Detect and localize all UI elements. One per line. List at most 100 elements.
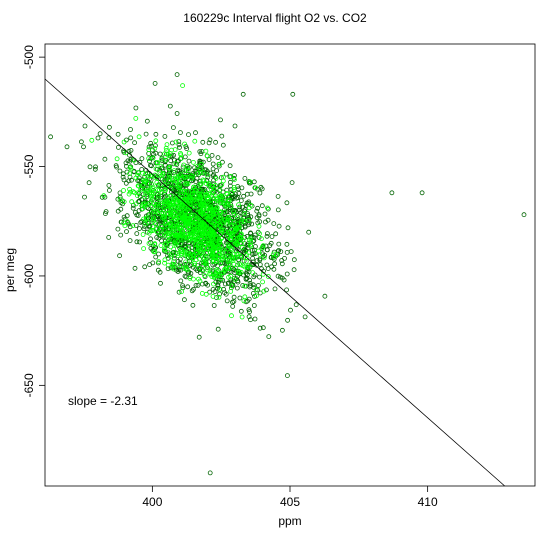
- data-point: [182, 154, 188, 160]
- data-point: [149, 204, 155, 210]
- data-point: [153, 131, 159, 137]
- data-point: [243, 276, 249, 282]
- data-point: [159, 226, 164, 232]
- data-point: [196, 265, 202, 271]
- data-point: [132, 210, 138, 215]
- data-point: [123, 180, 129, 186]
- data-point: [243, 271, 249, 276]
- data-point: [236, 235, 242, 241]
- data-point: [218, 243, 224, 248]
- data-point: [228, 173, 234, 179]
- data-point: [182, 215, 188, 221]
- data-point: [186, 250, 192, 256]
- data-point: [236, 224, 242, 230]
- data-point: [282, 255, 287, 261]
- data-point: [154, 234, 160, 240]
- data-point: [240, 91, 246, 97]
- data-point: [171, 168, 177, 174]
- data-point: [153, 203, 159, 209]
- data-point: [204, 209, 210, 215]
- data-point: [195, 282, 201, 288]
- data-point: [227, 206, 233, 212]
- data-point: [218, 175, 224, 181]
- data-point: [150, 209, 156, 215]
- data-point: [246, 205, 252, 211]
- data-point: [222, 255, 228, 261]
- data-point: [204, 246, 210, 252]
- data-point: [168, 244, 174, 250]
- data-point: [243, 202, 249, 208]
- data-point: [222, 281, 228, 287]
- data-point: [221, 197, 227, 203]
- data-point: [223, 203, 229, 209]
- data-point: [218, 276, 224, 282]
- data-point: [271, 266, 277, 272]
- data-point: [118, 232, 124, 238]
- data-point: [139, 156, 145, 162]
- data-point: [158, 224, 164, 229]
- data-point: [210, 293, 216, 299]
- data-point: [219, 133, 225, 139]
- data-point: [232, 123, 238, 129]
- data-point: [259, 203, 265, 209]
- data-point: [165, 182, 171, 188]
- data-point: [241, 193, 247, 199]
- data-point: [234, 285, 240, 291]
- data-point: [241, 272, 247, 278]
- data-point: [243, 258, 249, 264]
- x-tick-label: 410: [418, 495, 438, 509]
- data-point: [162, 227, 167, 233]
- data-point: [195, 215, 201, 221]
- data-point: [256, 223, 262, 229]
- data-point: [127, 238, 133, 244]
- data-point: [192, 242, 198, 248]
- data-point: [148, 181, 154, 187]
- data-point: [196, 245, 201, 251]
- data-point: [177, 263, 183, 269]
- data-point: [130, 205, 136, 211]
- data-point: [167, 164, 172, 170]
- data-point: [158, 280, 163, 286]
- data-point: [136, 134, 142, 140]
- data-point: [153, 150, 159, 156]
- data-point: [97, 131, 103, 137]
- data-point: [264, 231, 270, 237]
- data-point: [148, 140, 154, 146]
- data-point: [162, 246, 167, 252]
- data-point: [133, 105, 139, 111]
- data-point: [175, 253, 181, 259]
- data-point: [178, 188, 184, 194]
- data-point: [217, 286, 223, 292]
- data-point: [180, 283, 186, 289]
- data-point: [236, 202, 242, 208]
- data-point: [231, 294, 237, 300]
- data-point: [253, 287, 259, 293]
- data-point: [230, 209, 236, 215]
- data-point: [140, 232, 146, 237]
- data-point: [198, 202, 204, 208]
- data-point: [210, 166, 216, 172]
- data-point: [219, 228, 225, 234]
- data-point: [192, 165, 198, 171]
- data-point: [141, 216, 147, 222]
- data-point: [261, 255, 267, 261]
- data-point: [175, 258, 181, 264]
- data-point: [133, 175, 139, 181]
- data-point: [195, 242, 201, 248]
- data-point: [120, 171, 126, 177]
- data-point: [209, 193, 215, 199]
- data-point: [176, 142, 182, 148]
- data-point: [183, 200, 189, 206]
- data-point: [251, 303, 257, 308]
- data-point: [291, 257, 297, 263]
- data-point: [148, 143, 154, 149]
- data-point: [171, 246, 177, 252]
- data-point: [249, 221, 255, 227]
- data-point: [157, 151, 163, 157]
- data-point: [227, 163, 233, 169]
- data-point: [190, 173, 196, 179]
- data-point: [152, 249, 158, 254]
- data-point: [192, 138, 198, 144]
- data-point: [302, 314, 308, 320]
- data-point: [216, 294, 222, 300]
